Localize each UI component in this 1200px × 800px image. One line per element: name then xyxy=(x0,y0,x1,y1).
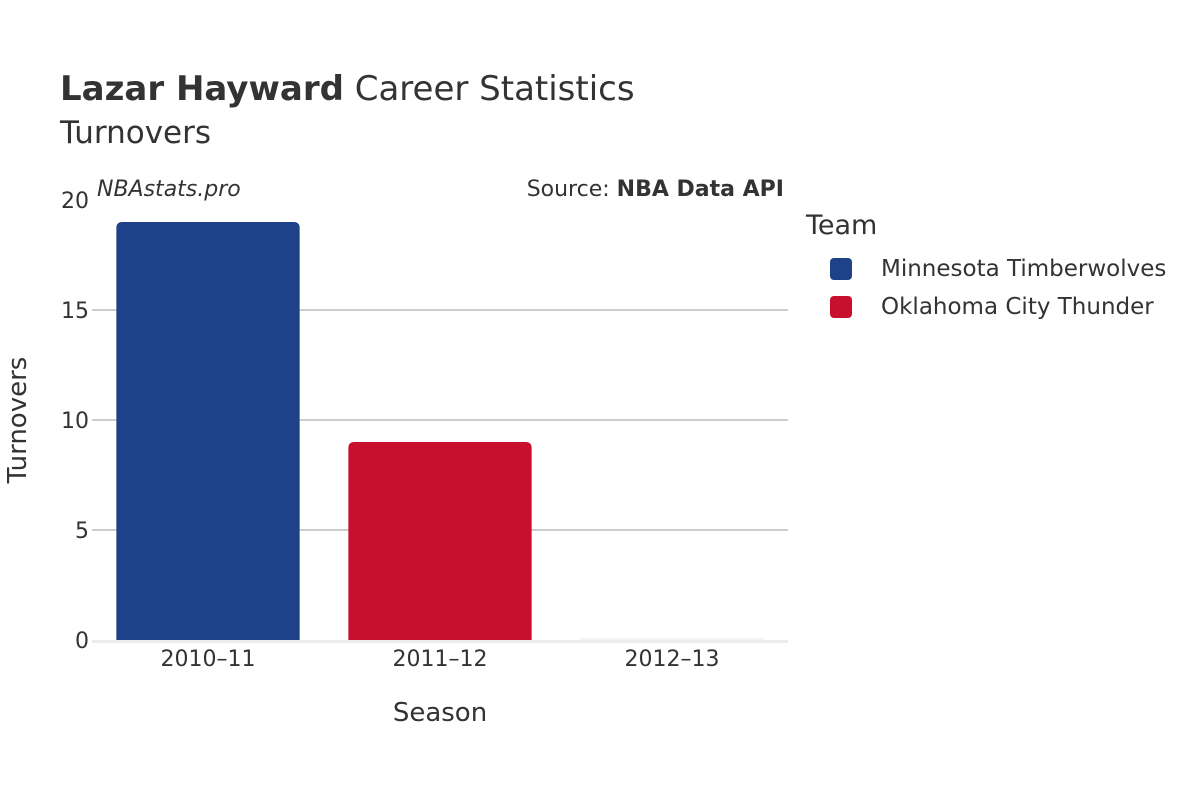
x-tick-label: 2011–12 xyxy=(393,647,488,672)
x-tick-label: 2012–13 xyxy=(625,647,720,672)
legend-item-oklahoma[interactable]: Oklahoma City Thunder xyxy=(830,288,1166,326)
title-rest: Career Statistics xyxy=(343,69,635,109)
watermark: NBAstats.pro xyxy=(97,177,241,202)
source-credit: Source: NBA Data API xyxy=(527,177,784,202)
source-name: NBA Data API xyxy=(616,177,784,202)
legend-label: Oklahoma City Thunder xyxy=(881,294,1154,320)
bar xyxy=(348,442,532,640)
chart-title: Lazar Hayward Career Statistics xyxy=(60,68,635,110)
y-axis-title: Turnovers xyxy=(3,357,33,485)
legend-item-minnesota[interactable]: Minnesota Timberwolves xyxy=(830,250,1166,288)
legend-title: Team xyxy=(806,210,878,241)
legend-swatch xyxy=(830,296,852,318)
bar xyxy=(116,222,300,640)
y-tick-label: 5 xyxy=(75,519,89,544)
source-prefix: Source: xyxy=(526,177,617,202)
legend-label: Minnesota Timberwolves xyxy=(881,256,1167,282)
y-tick-label: 10 xyxy=(61,409,89,434)
player-name: Lazar Hayward xyxy=(60,69,344,109)
x-tick-label: 2010–11 xyxy=(161,647,256,672)
x-axis-title: Season xyxy=(393,698,487,728)
bar xyxy=(580,638,764,640)
y-tick-label: 15 xyxy=(61,299,89,324)
y-tick-label: 20 xyxy=(61,189,89,214)
chart-subtitle: Turnovers xyxy=(60,115,212,151)
y-tick-label: 0 xyxy=(75,629,89,654)
legend: Team Minnesota Timberwolves Oklahoma Cit… xyxy=(806,208,1166,326)
legend-swatch xyxy=(830,258,852,280)
